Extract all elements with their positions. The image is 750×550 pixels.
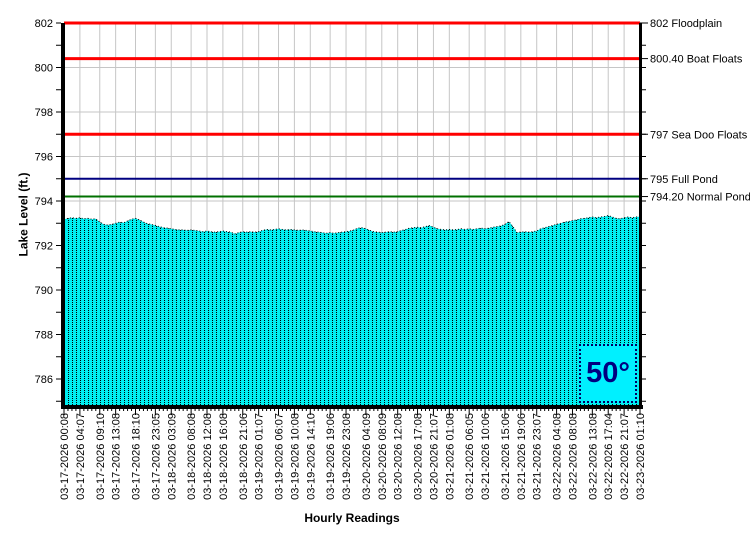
x-tick-label-7: 03-18-2026 08:08 [186, 413, 198, 500]
refline-label-797: 797 Sea Doo Floats [650, 129, 748, 141]
refline-label-794.2: 794.20 Normal Pond [650, 192, 750, 204]
x-tick-label-30: 03-22-2026 13:08 [587, 413, 599, 500]
x-tick-label-10: 03-18-2026 21:06 [238, 413, 250, 500]
x-tick-label-20: 03-20-2026 17:08 [413, 413, 425, 500]
x-tick-label-16: 03-19-2026 23:08 [341, 413, 353, 500]
x-tick-label-0: 03-17-2026 00:08 [59, 413, 71, 500]
temperature-badge: 50° [579, 344, 637, 403]
reference-lines-layer [64, 21, 648, 198]
x-tick-label-12: 03-19-2026 06:07 [274, 413, 286, 500]
x-tick-label-4: 03-17-2026 18:10 [131, 413, 143, 500]
refline-label-795: 795 Full Pond [650, 174, 718, 186]
x-tick-label-25: 03-21-2026 15:06 [500, 413, 512, 500]
y-tick-label-786: 786 [35, 374, 53, 386]
x-tick-label-13: 03-19-2026 10:08 [289, 413, 301, 500]
x-tick-label-23: 03-21-2026 06:05 [464, 413, 476, 500]
x-tick-label-1: 03-17-2026 04:07 [75, 413, 87, 500]
labels-layer: 802 Floodplain 800.40 Boat Floats 797 Sea … [35, 18, 750, 500]
right-axis-line [639, 23, 642, 409]
x-axis-line [61, 405, 643, 409]
y-tick-label-792: 792 [35, 241, 53, 253]
x-tick-label-14: 03-19-2026 14:10 [305, 413, 317, 500]
y-tick-label-794: 794 [35, 196, 53, 208]
x-tick-label-6: 03-18-2026 03:09 [166, 413, 178, 500]
x-tick-label-31: 03-22-2026 17:04 [603, 413, 615, 500]
x-tick-label-32: 03-22-2026 21:07 [619, 413, 631, 500]
x-tick-label-29: 03-22-2026 08:08 [567, 413, 579, 500]
x-tick-label-9: 03-18-2026 16:08 [218, 413, 230, 500]
y-tick-label-788: 788 [35, 330, 53, 342]
x-tick-label-15: 03-19-2026 19:06 [325, 413, 337, 500]
y-tick-label-798: 798 [35, 107, 53, 119]
x-tick-label-3: 03-17-2026 13:08 [111, 413, 123, 500]
x-tick-label-19: 03-20-2026 12:08 [393, 413, 405, 500]
x-tick-label-18: 03-20-2026 08:09 [377, 413, 389, 500]
x-tick-label-8: 03-18-2026 12:08 [202, 413, 214, 500]
x-tick-label-22: 03-21-2026 01:08 [444, 413, 456, 500]
x-tick-label-26: 03-21-2026 19:06 [516, 413, 528, 500]
x-tick-label-11: 03-19-2026 01:07 [254, 413, 266, 500]
y-axis-title: Lake Level (ft.) [16, 172, 31, 257]
axes-layer [56, 22, 646, 415]
x-tick-label-24: 03-21-2026 10:06 [480, 413, 492, 500]
x-axis-title: Hourly Readings [304, 511, 400, 525]
y-axis-line [61, 23, 65, 409]
x-tick-label-27: 03-21-2026 23:07 [532, 413, 544, 500]
refline-label-800.4: 800.40 Boat Floats [650, 54, 743, 66]
y-tick-label-796: 796 [35, 152, 53, 164]
y-tick-label-790: 790 [35, 285, 53, 297]
series-layer [63, 214, 641, 406]
x-tick-label-5: 03-17-2026 23:05 [150, 413, 162, 500]
x-tick-label-21: 03-20-2026 21:07 [428, 413, 440, 500]
x-tick-label-17: 03-20-2026 04:09 [361, 413, 373, 500]
refline-label-802: 802 Floodplain [650, 18, 722, 30]
x-tick-label-33: 03-23-2026 01:10 [635, 413, 647, 500]
lake-level-area [64, 215, 640, 406]
x-tick-label-2: 03-17-2026 09:10 [95, 413, 107, 500]
x-tick-label-28: 03-22-2026 04:08 [552, 413, 564, 500]
y-tick-label-800: 800 [35, 63, 53, 75]
y-tick-label-802: 802 [35, 18, 53, 30]
